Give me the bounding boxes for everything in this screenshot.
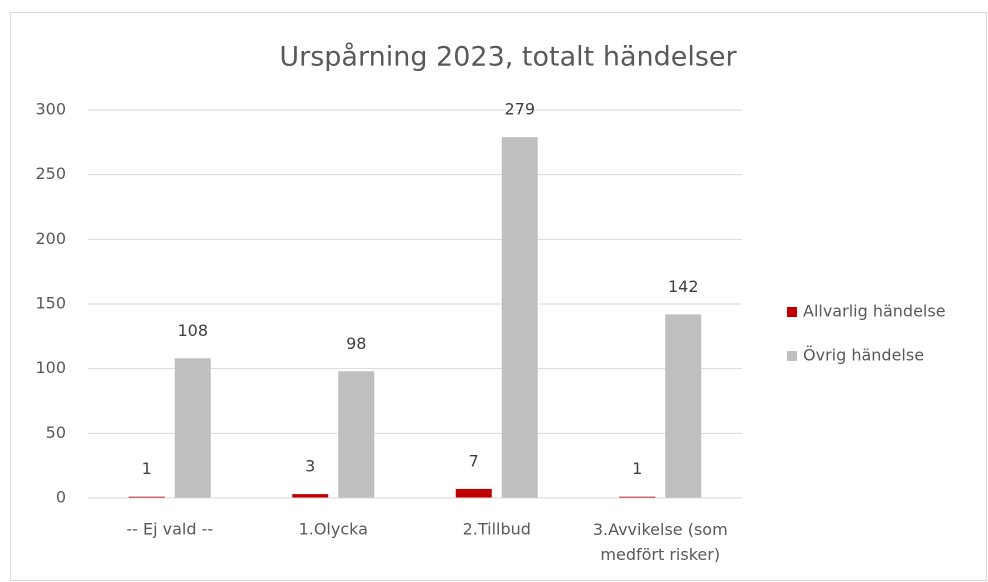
value-label: 108 bbox=[177, 321, 208, 340]
x-tick-label: 2.Tillbud bbox=[463, 520, 531, 539]
value-label: 142 bbox=[668, 277, 699, 296]
bar bbox=[665, 314, 702, 498]
bar bbox=[338, 371, 375, 498]
bar bbox=[501, 137, 538, 498]
value-label: 98 bbox=[346, 334, 366, 353]
y-tick-label: 300 bbox=[35, 100, 66, 119]
value-label: 279 bbox=[504, 100, 535, 119]
value-label: 3 bbox=[305, 457, 315, 476]
y-tick-label: 150 bbox=[35, 294, 66, 313]
bar bbox=[619, 496, 656, 498]
chart-title: Urspårning 2023, totalt händelser bbox=[279, 42, 737, 73]
bar bbox=[455, 488, 492, 498]
bar bbox=[128, 496, 165, 498]
bar bbox=[174, 358, 211, 498]
value-label: 1 bbox=[142, 459, 152, 478]
bar bbox=[292, 494, 329, 498]
y-tick-label: 250 bbox=[35, 164, 66, 183]
value-label: 7 bbox=[469, 451, 479, 470]
y-tick-label: 100 bbox=[35, 358, 66, 377]
value-label: 1 bbox=[632, 459, 642, 478]
legend-swatch bbox=[787, 307, 797, 317]
legend-swatch bbox=[787, 351, 797, 361]
x-tick-label: 1.Olycka bbox=[299, 520, 368, 539]
chart-border bbox=[10, 12, 987, 581]
y-tick-label: 0 bbox=[56, 488, 66, 507]
x-tick-label: -- Ej vald -- bbox=[126, 520, 213, 539]
legend-label: Allvarlig händelse bbox=[803, 302, 946, 321]
y-tick-label: 50 bbox=[46, 423, 66, 442]
x-tick-label-line: medfört risker) bbox=[600, 545, 720, 564]
x-tick-label-line: 3.Avvikelse (som bbox=[593, 520, 728, 539]
x-tick-label: 3.Avvikelse (som medfört risker) bbox=[593, 520, 728, 564]
y-tick-label: 200 bbox=[35, 229, 66, 248]
legend-label: Övrig händelse bbox=[803, 346, 924, 365]
